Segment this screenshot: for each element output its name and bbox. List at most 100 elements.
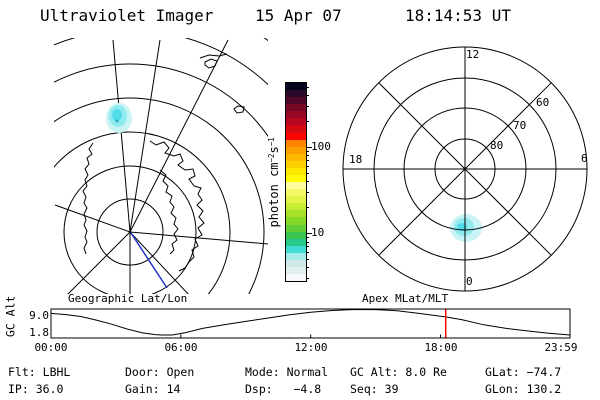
colorbar-band (286, 111, 306, 119)
colorbar-tick-mark (306, 246, 309, 247)
colorbar-band (286, 175, 306, 183)
colorbar-band (286, 167, 306, 176)
colorbar-band (286, 245, 306, 253)
colorbar-band (286, 259, 306, 268)
status-gain-label: Gain: (125, 382, 160, 396)
colorbar-tick-mark (306, 267, 309, 268)
mlat-label-60: 60 (536, 96, 550, 109)
mlat-label-70: 70 (513, 119, 527, 132)
patch-peak-dot (115, 119, 119, 123)
map-caption: Geographic Lat/Lon (68, 292, 188, 305)
colorbar-ticks (306, 82, 314, 281)
colorbar-band (286, 210, 306, 218)
colorbar-tick-mark (306, 155, 309, 156)
status-mode-value: Normal (286, 365, 329, 379)
colorbar-tick-mark (306, 95, 309, 96)
unit-exp-1: −1 (267, 137, 277, 147)
colorbar-tick-mark (306, 237, 309, 238)
strip-xtick-1800: 18:00 (424, 341, 458, 354)
status-glon-value: 130.2 (526, 382, 562, 396)
status-ip-value: 36.0 (35, 382, 64, 396)
unit-exp-2: −2 (267, 153, 277, 163)
polar-caption: Apex MLat/MLT (362, 292, 449, 305)
status-seq-label: Seq: (350, 382, 378, 396)
strip-xtick-1200: 12:00 (294, 341, 328, 354)
status-gcalt-value: 8.0 Re (405, 365, 447, 379)
strip-ytick-top: 9.0 (29, 309, 49, 322)
mlt-label-12: 12 (466, 48, 480, 61)
latitude-circles (54, 38, 268, 294)
colorbar-tick-mark (306, 278, 309, 279)
colorbar-band (286, 224, 306, 232)
colorbar-band (286, 97, 306, 105)
status-ip: IP: 36.0 (8, 383, 63, 396)
status-seq-value: 39 (384, 382, 399, 396)
colorbar-tick-mark (306, 151, 309, 152)
unit-prefix: photon cm (267, 162, 282, 228)
strip-ylabel: GC Alt (3, 295, 18, 338)
status-gcalt: GC Alt: 8.0 Re (350, 366, 447, 379)
colorbar-band (286, 160, 306, 168)
strip-frame (50, 308, 571, 339)
status-mode-label: Mode: (245, 365, 280, 379)
colorbar-band (286, 267, 306, 275)
colorbar-band (286, 182, 306, 190)
meridian-lines (54, 39, 268, 294)
status-flt: Flt: LBHL (8, 366, 70, 379)
aurora-patch-map (106, 103, 132, 133)
strip-xtick-0600: 06:00 (164, 341, 198, 354)
colorbar (285, 82, 307, 282)
status-glat-label: GLat: (485, 365, 520, 379)
colorbar-tick-mark (306, 173, 309, 174)
colorbar-band (286, 139, 306, 147)
status-seq: Seq: 39 (350, 383, 399, 396)
colorbar-band (286, 196, 306, 204)
colorbar-band (286, 132, 306, 140)
colorbar-band (286, 238, 306, 246)
strip-xtick-2359: 23:59 (544, 341, 578, 354)
colorbar-band (286, 231, 306, 239)
colorbar-band (286, 203, 306, 211)
status-gain: Gain: 14 (125, 383, 180, 396)
status-door: Door: Open (125, 366, 194, 379)
colorbar-band (286, 217, 306, 225)
colorbar-tick-mark (306, 160, 309, 161)
colorbar-tick-mark (306, 252, 309, 253)
colorbar-tick-mark (306, 106, 309, 107)
status-dsp-label: Dsp: (245, 382, 273, 396)
colorbar-unit-label: photon cm−2s−1 (255, 112, 295, 282)
status-door-value: Open (166, 365, 195, 379)
altitude-strip-chart (50, 308, 571, 339)
unit-mid: s (267, 146, 282, 154)
colorbar-band (286, 104, 306, 112)
status-mode: Mode: Normal (245, 366, 328, 379)
app-title: Ultraviolet Imager (40, 6, 214, 25)
polar-grid-panel (342, 46, 588, 292)
mlt-label-0: 0 (466, 275, 473, 288)
colorbar-tick-mark (306, 233, 312, 234)
colorbar-tick-mark (306, 181, 309, 182)
geographic-map-panel (54, 38, 268, 294)
aurora-patch-polar (450, 214, 482, 242)
mlat-label-80: 80 (490, 139, 504, 152)
status-glon-label: GLon: (485, 382, 520, 396)
status-flt-value: LBHL (42, 365, 71, 379)
strip-ytick-bottom: 1.8 (29, 326, 49, 339)
colorbar-band (286, 118, 306, 126)
mlt-label-18: 18 (349, 153, 363, 166)
colorbar-band (286, 153, 306, 161)
colorbar-tick-mark (306, 121, 309, 122)
status-ip-label: IP: (8, 382, 29, 396)
colorbar-tick-mark (306, 259, 309, 260)
status-gcalt-label: GC Alt: (350, 365, 399, 379)
colorbar-tick-100: 100 (311, 140, 331, 153)
status-glat: GLat: −74.7 (485, 366, 561, 379)
colorbar-tick-mark (306, 166, 309, 167)
mlt-spokes (343, 47, 587, 291)
colorbar-band (286, 90, 306, 98)
colorbar-band (286, 252, 306, 260)
colorbar-band (286, 274, 306, 282)
colorbar-band (286, 146, 306, 154)
colorbar-band (286, 83, 306, 91)
colorbar-band (286, 125, 306, 133)
